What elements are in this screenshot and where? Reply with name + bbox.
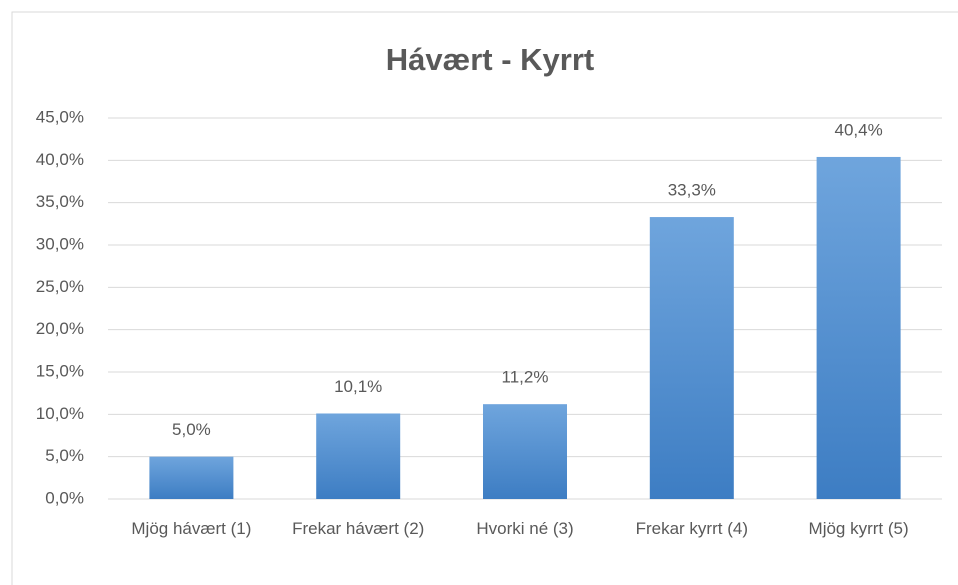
y-tick-label: 0,0% <box>45 488 84 507</box>
bar <box>149 456 234 499</box>
bar <box>483 404 567 499</box>
y-tick-label: 5,0% <box>45 446 84 465</box>
y-tick-label: 25,0% <box>36 277 84 296</box>
data-label: 11,2% <box>502 368 549 387</box>
x-tick-label: Frekar hávært (2) <box>292 519 425 538</box>
y-tick-label: 45,0% <box>36 107 84 126</box>
x-tick-label: Mjög hávært (1) <box>131 519 252 538</box>
y-tick-label: 40,0% <box>36 150 84 169</box>
bar <box>649 217 734 499</box>
x-tick-label: Frekar kyrrt (4) <box>635 519 748 538</box>
x-tick-label: Mjög kyrrt (5) <box>808 519 909 538</box>
data-label: 5,0% <box>172 420 211 439</box>
y-tick-label: 30,0% <box>36 234 84 253</box>
chart-title: Hávært - Kyrrt <box>386 42 594 77</box>
data-label: 40,4% <box>834 120 882 139</box>
y-tick-label: 15,0% <box>36 361 84 380</box>
data-label: 10,1% <box>334 377 382 396</box>
y-tick-label: 10,0% <box>36 404 84 423</box>
y-tick-label: 35,0% <box>36 192 84 211</box>
bar <box>816 156 901 500</box>
x-tick-label: Hvorki né (3) <box>476 519 574 538</box>
y-tick-label: 20,0% <box>36 319 84 338</box>
bar <box>316 413 401 499</box>
data-label: 33,3% <box>668 181 716 200</box>
